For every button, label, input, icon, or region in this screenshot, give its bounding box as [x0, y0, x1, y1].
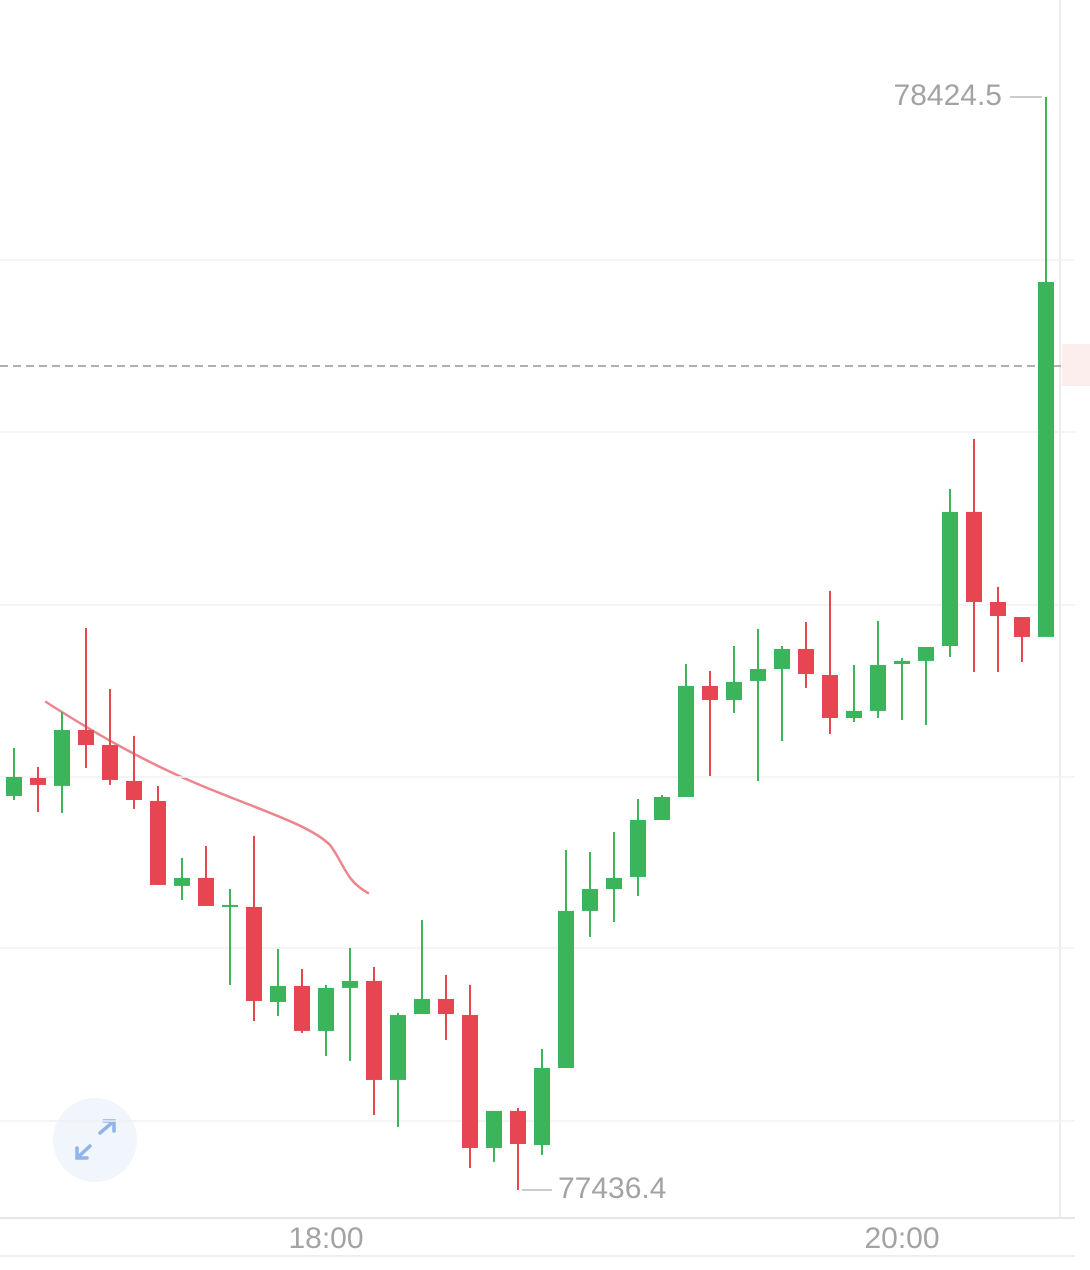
candle-body [102, 745, 118, 780]
candle-body [798, 648, 814, 674]
candle-body [582, 889, 598, 911]
candle-body [270, 985, 286, 1002]
candle-body [126, 780, 142, 800]
expand-button-bg[interactable] [53, 1098, 137, 1182]
candle-body [78, 729, 94, 746]
candle-body [654, 796, 670, 821]
candle-body [246, 906, 262, 1001]
candle-body [294, 985, 310, 1031]
expand-button[interactable] [53, 1098, 137, 1182]
candle-body [1038, 281, 1054, 637]
candle-body [222, 904, 238, 907]
candle-body [1014, 617, 1030, 637]
hand-drawn-annotation [44, 700, 370, 895]
candle-body [438, 998, 454, 1015]
candle-body [774, 648, 790, 670]
candle-body [390, 1015, 406, 1080]
candle-body [966, 511, 982, 602]
price-tag [1062, 344, 1090, 386]
low-label: 77436.4 [558, 1172, 666, 1205]
candle-body [30, 777, 46, 785]
high-label: 78424.5 [894, 79, 1002, 112]
candle-body [918, 646, 934, 661]
candle-body [678, 685, 694, 797]
candle-body [462, 1015, 478, 1148]
candle-body [6, 776, 22, 796]
candle-body [606, 877, 622, 890]
candle-body [198, 877, 214, 906]
candle-body [702, 685, 718, 700]
candle-body [342, 980, 358, 988]
candle-body [486, 1110, 502, 1148]
x-tick-label: 18:00 [288, 1222, 363, 1255]
candle-body [630, 820, 646, 877]
candle-body [990, 601, 1006, 617]
candle-body [54, 729, 70, 786]
candle-body [318, 987, 334, 1031]
candle-body [174, 877, 190, 886]
x-tick-label: 20:00 [864, 1222, 939, 1255]
candle-body [150, 800, 166, 885]
candle-body [726, 681, 742, 700]
candle-body [822, 674, 838, 719]
candle-body [750, 669, 766, 681]
plot: 18:00 20:00 78424.5 77436.4 [0, 79, 1075, 1255]
candle-body [510, 1110, 526, 1144]
candle-body [894, 660, 910, 665]
candle-body [846, 710, 862, 719]
candle-body [942, 511, 958, 647]
candle-body [414, 998, 430, 1015]
candle-body [534, 1068, 550, 1145]
candle-body [366, 980, 382, 1080]
candle-body [870, 665, 886, 711]
candle-body [558, 910, 574, 1069]
